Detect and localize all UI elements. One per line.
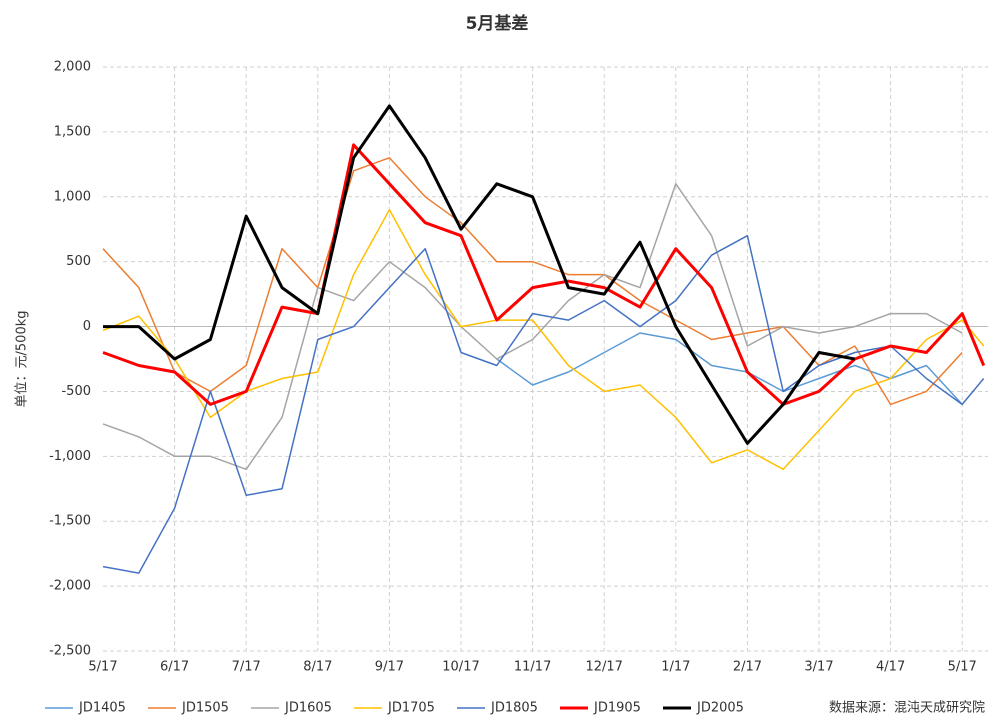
y-tick-label: -2,500 [49, 644, 91, 659]
x-tick-label: 9/17 [375, 660, 404, 675]
series-line [496, 332, 963, 405]
y-tick-label: 1,000 [54, 189, 91, 204]
y-tick-label: -1,000 [49, 449, 91, 464]
x-tick-label: 6/17 [160, 660, 189, 675]
legend-label: JD1405 [78, 701, 126, 716]
legend-label: JD1805 [490, 701, 538, 716]
x-tick-label: 12/17 [585, 660, 622, 675]
x-tick-label: 2/17 [733, 660, 762, 675]
series-line [102, 234, 985, 574]
x-tick-label: 5/17 [88, 660, 117, 675]
chart-title: 5月基差 [466, 13, 529, 34]
source-note: 数据来源：混沌天成研究院 [829, 701, 985, 716]
y-tick-label: 1,500 [54, 124, 91, 139]
series-line [102, 209, 985, 471]
x-tick-label: 5/17 [948, 660, 977, 675]
series-line [102, 183, 963, 471]
y-tick-label: -2,000 [49, 579, 91, 594]
legend-label: JD1705 [387, 701, 435, 716]
legend-label: JD1605 [284, 701, 332, 716]
y-tick-label: 2,000 [54, 60, 91, 75]
x-tick-label: 3/17 [804, 660, 833, 675]
y-tick-label: -500 [61, 384, 91, 399]
series-line [102, 143, 986, 406]
legend-label: JD1505 [181, 701, 229, 716]
x-tick-label: 7/17 [232, 660, 261, 675]
x-tick-label: 11/17 [514, 660, 551, 675]
y-tick-label: 500 [66, 254, 91, 269]
y-axis-label: 单位：元/500kg [15, 311, 30, 408]
legend-label: JD2005 [696, 701, 744, 716]
x-tick-label: 4/17 [876, 660, 905, 675]
y-tick-label: -1,500 [49, 514, 91, 529]
x-tick-label: 10/17 [442, 660, 479, 675]
y-tick-label: 0 [83, 319, 91, 334]
x-tick-label: 8/17 [303, 660, 332, 675]
x-tick-label: 1/17 [661, 660, 690, 675]
legend-label: JD1905 [593, 701, 641, 716]
series-line [103, 104, 856, 445]
